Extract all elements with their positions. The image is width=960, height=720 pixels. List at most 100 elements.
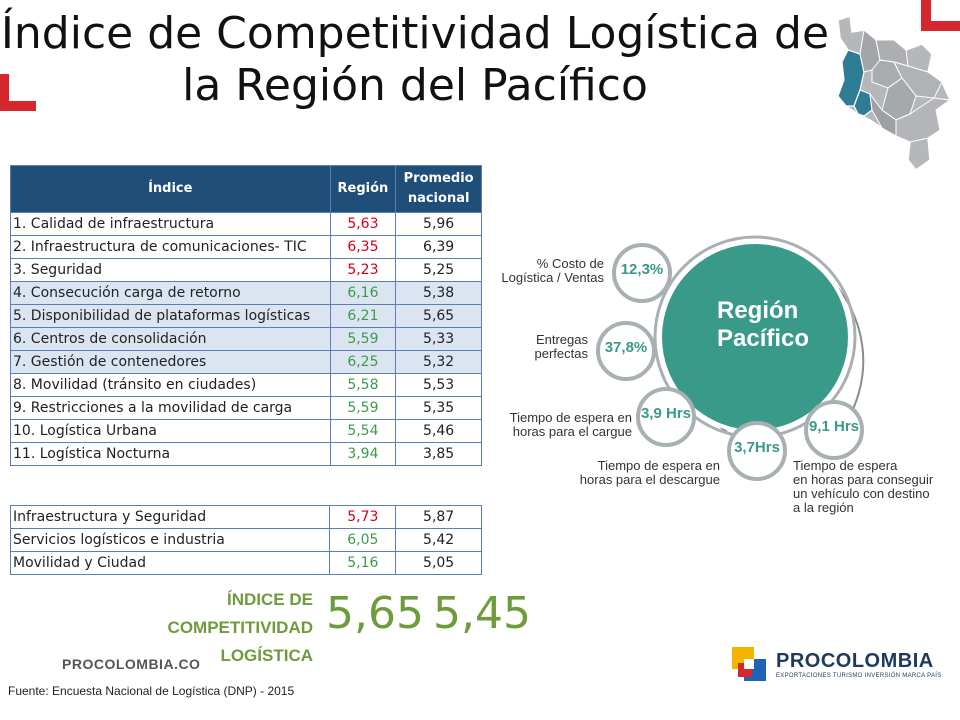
summary-row-name: Servicios logísticos e industria <box>9 528 331 552</box>
row-name: 6. Centros de consolidación <box>10 327 331 351</box>
colombia-map-icon <box>837 14 952 172</box>
row-region-value: 3,94 <box>329 442 397 466</box>
metric-label-line: un vehículo con destino <box>793 486 930 501</box>
table-row: 9. Restricciones a la movilidad de carga… <box>10 396 482 420</box>
row-nacional-value: 5,32 <box>395 350 482 374</box>
metric-label-line: Tiempo de espera en <box>509 410 632 425</box>
summary-row-region: 5,73 <box>329 505 397 529</box>
row-region-value: 5,59 <box>329 327 397 351</box>
table-header-row: Índice Región Promedio nacional <box>10 165 482 213</box>
metric-label: Tiempo de espera en horas para conseguir… <box>793 459 959 515</box>
metric-value: 9,1 Hrs <box>808 418 860 435</box>
summary-row-region: 5,16 <box>329 551 397 575</box>
summary-row-region: 6,05 <box>329 528 397 552</box>
row-name: 4. Consecución carga de retorno <box>10 281 331 305</box>
metric-label-line: Logística / Ventas <box>501 270 604 285</box>
row-name: 11. Logística Nocturna <box>10 442 331 466</box>
metric-circle-2 <box>596 321 656 381</box>
table-row: 5. Disponibilidad de plataformas logísti… <box>10 304 482 328</box>
score-nacional: 5,45 <box>433 588 531 639</box>
summary-row: Infraestructura y Seguridad 5,73 5,87 <box>9 505 482 529</box>
table-row: 1. Calidad de infraestructura 5,63 5,96 <box>10 212 482 236</box>
procolombia-url-link[interactable]: PROCOLOMBIA.CO <box>62 656 201 672</box>
metric-label-line: Tiempo de espera <box>793 458 898 473</box>
metric-value: 12,3% <box>620 261 664 278</box>
row-nacional-value: 5,96 <box>395 212 482 236</box>
summary-row: Servicios logísticos e industria 6,05 5,… <box>9 528 482 552</box>
procolombia-logo-text: PROCOLOMBIA <box>776 650 934 672</box>
summary-row: Movilidad y Ciudad 5,16 5,05 <box>9 551 482 575</box>
row-name: 3. Seguridad <box>10 258 331 282</box>
row-region-value: 5,23 <box>329 258 397 282</box>
row-nacional-value: 3,85 <box>395 442 482 466</box>
table-row: 10. Logística Urbana 5,54 5,46 <box>10 419 482 443</box>
row-nacional-value: 6,39 <box>395 235 482 259</box>
page-title-line1: Índice de Competitividad Logística de <box>0 8 830 59</box>
table-row: 2. Infraestructura de comunicaciones- TI… <box>10 235 482 259</box>
metric-label-line: horas para el cargue <box>512 424 632 439</box>
summary-row-nacional: 5,42 <box>395 528 482 552</box>
row-nacional-value: 5,65 <box>395 304 482 328</box>
metric-label-line: Tiempo de espera en <box>597 458 720 473</box>
metric-label-line: % Costo de <box>536 256 604 271</box>
metric-label-line: a la región <box>793 500 854 515</box>
summary-row-nacional: 5,05 <box>395 551 482 575</box>
center-title-line2: Pacífico <box>717 325 810 352</box>
page-title: Índice de Competitividad Logística de la… <box>0 8 830 112</box>
row-name: 7. Gestión de contenedores <box>10 350 331 374</box>
procolombia-logo-tagline: EXPORTACIONES TURISMO INVERSIÓN MARCA PA… <box>776 673 942 679</box>
metric-label: Tiempo de espera en horas para el cargue <box>488 411 632 439</box>
table-row: 7. Gestión de contenedores 6,25 5,32 <box>10 350 482 374</box>
table-row: 11. Logística Nocturna 3,94 3,85 <box>10 442 482 466</box>
infographic-graphic <box>596 235 865 481</box>
score-label: ÍNDICE DE COMPETITIVIDAD LOGÍSTICA <box>100 586 313 670</box>
score-region: 5,65 <box>326 588 424 639</box>
summary-table: Infraestructura y Seguridad 5,73 5,87 Se… <box>9 505 482 575</box>
row-region-value: 6,25 <box>329 350 397 374</box>
corner-bracket-left <box>0 74 36 111</box>
row-region-value: 5,59 <box>329 396 397 420</box>
metric-circle-5 <box>804 400 864 460</box>
row-region-value: 5,54 <box>329 419 397 443</box>
index-table: Índice Región Promedio nacional 1. Calid… <box>10 165 482 466</box>
row-name: 9. Restricciones a la movilidad de carga <box>10 396 331 420</box>
metric-label-line: en horas para conseguir <box>793 472 934 487</box>
center-title-line1: Región <box>717 297 799 324</box>
header-promedio-nacional: Promedio nacional <box>395 165 482 213</box>
metric-value: 37,8% <box>604 339 648 356</box>
header-region: Región <box>329 165 397 213</box>
metric-label-line: perfectas <box>534 346 588 361</box>
row-nacional-value: 5,53 <box>395 373 482 397</box>
corner-bracket-right <box>921 0 960 31</box>
region-infographic: Región Pacífico 12,3% 37,8% 3,9 Hrs 3,7H… <box>480 225 960 535</box>
procolombia-logo-icon <box>732 647 766 681</box>
metric-value: 3,9 Hrs <box>640 405 692 422</box>
metric-label-line: horas para el descargue <box>579 472 720 487</box>
row-nacional-value: 5,35 <box>395 396 482 420</box>
row-name: 8. Movilidad (tránsito en ciudades) <box>10 373 331 397</box>
row-nacional-value: 5,46 <box>395 419 482 443</box>
source-note: Fuente: Encuesta Nacional de Logística (… <box>8 684 295 698</box>
row-region-value: 6,21 <box>329 304 397 328</box>
row-nacional-value: 5,33 <box>395 327 482 351</box>
row-name: 1. Calidad de infraestructura <box>10 212 331 236</box>
metric-label: Entregas perfectas <box>500 333 588 361</box>
metric-circle-3 <box>636 387 696 447</box>
summary-row-name: Infraestructura y Seguridad <box>9 505 331 529</box>
metric-value: 3,7Hrs <box>734 439 780 456</box>
row-region-value: 6,16 <box>329 281 397 305</box>
metric-circle-4 <box>727 421 787 481</box>
summary-row-nacional: 5,87 <box>395 505 482 529</box>
summary-row-name: Movilidad y Ciudad <box>9 551 331 575</box>
score-label-line2: LOGÍSTICA <box>220 646 313 665</box>
row-region-value: 5,58 <box>329 373 397 397</box>
metric-label: Tiempo de espera en horas para el descar… <box>560 459 720 487</box>
metric-label: % Costo de Logística / Ventas <box>482 257 604 285</box>
table-row: 3. Seguridad 5,23 5,25 <box>10 258 482 282</box>
score-label-line1: ÍNDICE DE COMPETITIVIDAD <box>167 590 313 637</box>
row-nacional-value: 5,25 <box>395 258 482 282</box>
row-name: 2. Infraestructura de comunicaciones- TI… <box>10 235 331 259</box>
row-name: 5. Disponibilidad de plataformas logísti… <box>10 304 331 328</box>
row-name: 10. Logística Urbana <box>10 419 331 443</box>
row-region-value: 5,63 <box>329 212 397 236</box>
